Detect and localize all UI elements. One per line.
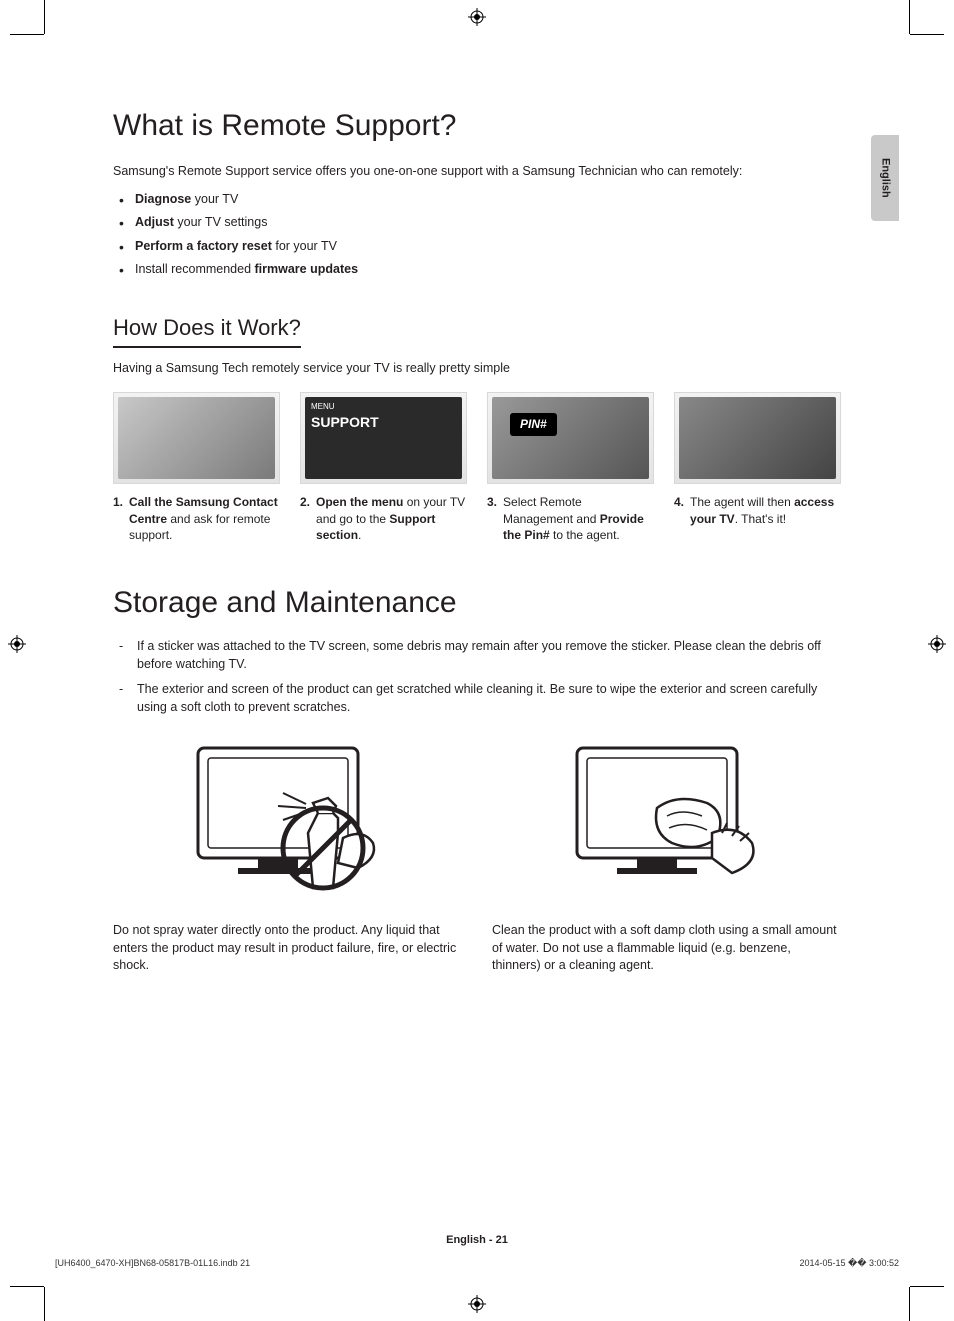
crop-mark <box>10 34 44 35</box>
maintenance-left-col: Do not spray water directly onto the pro… <box>113 738 462 975</box>
step-4-image <box>674 392 841 484</box>
maintenance-note: If a sticker was attached to the TV scre… <box>119 638 841 673</box>
step-number: 1. <box>113 494 123 544</box>
menu-label: MENU <box>311 401 335 412</box>
maintenance-right-col: Clean the product with a soft damp cloth… <box>492 738 841 975</box>
maintenance-illustrations-row: Do not spray water directly onto the pro… <box>113 738 841 975</box>
crop-mark <box>910 34 944 35</box>
crop-mark <box>910 1286 944 1287</box>
step-3-image: PIN# <box>487 392 654 484</box>
step-1: 1.Call the Samsung Contact Centre and as… <box>113 392 280 544</box>
pin-label: PIN# <box>510 413 557 436</box>
clean-with-cloth-caption: Clean the product with a soft damp cloth… <box>492 922 841 975</box>
step-description: The agent will then access your TV. That… <box>690 494 841 528</box>
registration-mark-icon <box>8 635 26 653</box>
step-2: MENU SUPPORT 2.Open the menu on your TV … <box>300 392 467 544</box>
do-not-spray-caption: Do not spray water directly onto the pro… <box>113 922 462 975</box>
footer-filename: [UH6400_6470-XH]BN68-05817B-01L16.indb 2… <box>55 1257 250 1270</box>
step-description: Select Remote Management and Provide the… <box>503 494 654 544</box>
maintenance-notes-list: If a sticker was attached to the TV scre… <box>119 638 841 716</box>
registration-mark-icon <box>468 1295 486 1313</box>
subsection-title-how-it-works: How Does it Work? <box>113 313 301 349</box>
step-number: 2. <box>300 494 310 544</box>
section-title-storage-maintenance: Storage and Maintenance <box>113 582 841 624</box>
step-2-image: MENU SUPPORT <box>300 392 467 484</box>
step-description: Open the menu on your TV and go to the S… <box>316 494 467 544</box>
step-1-image <box>113 392 280 484</box>
maintenance-note: The exterior and screen of the product c… <box>119 681 841 716</box>
registration-mark-icon <box>928 635 946 653</box>
remote-support-intro: Samsung's Remote Support service offers … <box>113 163 841 181</box>
page-number: English - 21 <box>55 1233 899 1248</box>
footer-timestamp: 2014-05-15 �� 3:00:52 <box>799 1257 899 1270</box>
language-tab-label: English <box>877 158 892 198</box>
language-tab: English <box>871 135 899 221</box>
crop-mark <box>909 1287 910 1321</box>
how-it-works-intro: Having a Samsung Tech remotely service y… <box>113 360 841 378</box>
support-label: SUPPORT <box>311 413 379 433</box>
step-number: 4. <box>674 494 684 528</box>
step-description: Call the Samsung Contact Centre and ask … <box>129 494 280 544</box>
capability-item: Install recommended firmware updates <box>119 261 841 279</box>
steps-row: 1.Call the Samsung Contact Centre and as… <box>113 392 841 544</box>
clean-with-cloth-illustration <box>537 738 797 908</box>
do-not-spray-illustration <box>158 738 418 908</box>
registration-mark-icon <box>468 8 486 26</box>
crop-mark <box>44 0 45 34</box>
capability-item: Adjust your TV settings <box>119 214 841 232</box>
step-4: 4.The agent will then access your TV. Th… <box>674 392 841 544</box>
page-content: English What is Remote Support? Samsung'… <box>55 45 899 1276</box>
step-3: PIN# 3.Select Remote Management and Prov… <box>487 392 654 544</box>
crop-mark <box>44 1287 45 1321</box>
crop-mark <box>909 0 910 34</box>
capability-item: Diagnose your TV <box>119 191 841 209</box>
crop-mark <box>10 1286 44 1287</box>
remote-support-capabilities-list: Diagnose your TV Adjust your TV settings… <box>119 191 841 279</box>
section-title-remote-support: What is Remote Support? <box>113 105 841 147</box>
step-number: 3. <box>487 494 497 544</box>
capability-item: Perform a factory reset for your TV <box>119 238 841 256</box>
